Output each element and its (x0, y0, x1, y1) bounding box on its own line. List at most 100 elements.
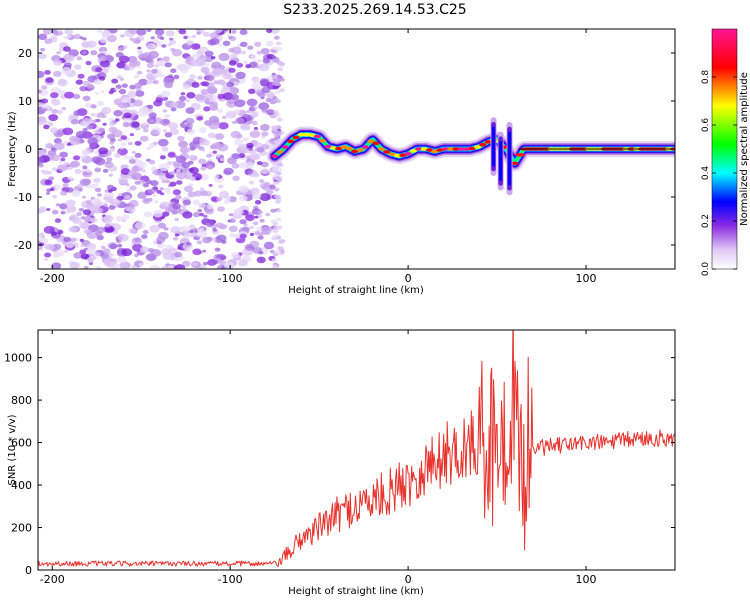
noise-speckle (196, 60, 206, 67)
noise-speckle (189, 167, 200, 174)
noise-speckle (180, 92, 186, 96)
noise-speckle (259, 193, 271, 202)
noise-speckle (205, 222, 210, 226)
noise-speckle (120, 34, 125, 38)
noise-speckle (160, 36, 165, 40)
noise-speckle (100, 253, 109, 259)
noise-speckle (173, 237, 179, 241)
noise-speckle (118, 176, 129, 185)
noise-speckle (131, 165, 140, 172)
noise-speckle (164, 113, 171, 118)
noise-speckle (180, 204, 187, 209)
noise-speckle (279, 77, 286, 82)
noise-speckle (170, 107, 177, 112)
noise-speckle (248, 147, 253, 151)
noise-speckle (277, 163, 284, 168)
noise-speckle (72, 93, 81, 100)
noise-speckle (67, 35, 72, 38)
noise-speckle (122, 214, 130, 220)
noise-speckle (258, 250, 264, 255)
noise-speckle (133, 60, 141, 66)
noise-speckle (207, 165, 214, 170)
noise-speckle (174, 251, 183, 258)
noise-speckle (90, 217, 98, 223)
noise-speckle (158, 73, 165, 78)
noise-speckle (64, 54, 75, 62)
signal-hotspot (431, 149, 439, 154)
noise-speckle (209, 32, 219, 39)
noise-speckle (70, 118, 79, 125)
noise-speckle (161, 179, 167, 184)
noise-speckle (160, 90, 171, 98)
colorbar-tick-label: 0.2 (701, 214, 711, 228)
noise-speckle (159, 187, 164, 191)
noise-speckle (256, 161, 263, 166)
noise-speckle (154, 29, 165, 36)
noise-speckle (115, 118, 120, 122)
noise-speckle (98, 127, 106, 133)
noise-speckle (87, 83, 94, 89)
noise-speckle (117, 46, 125, 52)
snr-x-tick-label: 0 (405, 573, 412, 586)
noise-speckle (159, 155, 166, 160)
noise-speckle (155, 97, 164, 103)
noise-speckle (46, 192, 50, 195)
noise-speckle (148, 112, 157, 119)
noise-speckle (163, 227, 169, 231)
noise-speckle (156, 189, 162, 194)
noise-speckle (274, 249, 281, 254)
noise-speckle (229, 218, 236, 223)
signal-hotspot (377, 147, 385, 151)
noise-speckle (160, 118, 171, 127)
signal-hotspot (463, 147, 471, 151)
noise-speckle (53, 70, 62, 77)
noise-speckle (38, 206, 48, 213)
noise-speckle (104, 260, 115, 268)
noise-speckle (271, 72, 276, 76)
noise-speckle (181, 162, 191, 169)
noise-speckle (133, 74, 140, 79)
noise-speckle (179, 98, 185, 102)
colorbar-label: Normalized spectral amplitude (739, 72, 750, 226)
noise-speckle (206, 204, 214, 210)
noise-speckle (223, 167, 234, 175)
noise-speckle (221, 115, 227, 120)
colorbar: 0.0 0.2 0.4 0.6 0.8 Normalized spectral ampl… (701, 28, 750, 277)
colorbar-tick-label: 0.0 (701, 262, 711, 277)
noise-speckle (260, 135, 266, 140)
noise-speckle (237, 259, 248, 267)
noise-speckle (212, 68, 224, 77)
noise-speckle (42, 170, 49, 175)
noise-speckle (173, 162, 181, 169)
snr-series-line (38, 330, 675, 568)
noise-speckle (106, 34, 117, 43)
spectrogram-y-tick-label: 0 (25, 143, 32, 156)
noise-speckle (228, 60, 237, 66)
noise-speckle (127, 176, 133, 180)
noise-speckle (60, 211, 66, 215)
noise-speckle (242, 60, 249, 65)
noise-speckle (126, 188, 132, 193)
noise-speckle (266, 109, 275, 116)
noise-speckle (183, 185, 194, 193)
noise-speckle (82, 171, 88, 176)
noise-speckle (211, 142, 222, 150)
noise-speckle (223, 199, 230, 204)
noise-speckle (265, 40, 274, 47)
noise-speckle (274, 35, 280, 40)
noise-speckle (262, 58, 271, 64)
noise-speckle (142, 197, 151, 204)
noise-speckle (172, 203, 181, 210)
noise-speckle (81, 50, 87, 55)
noise-speckle (138, 262, 144, 267)
noise-speckle (65, 187, 74, 193)
noise-speckle (129, 185, 137, 191)
noise-speckle (249, 225, 254, 230)
noise-speckle (169, 39, 177, 45)
noise-speckle (178, 140, 188, 148)
noise-speckle (205, 75, 214, 81)
noise-speckle (43, 257, 49, 261)
noise-speckle (209, 105, 219, 111)
noise-speckle (190, 43, 201, 50)
